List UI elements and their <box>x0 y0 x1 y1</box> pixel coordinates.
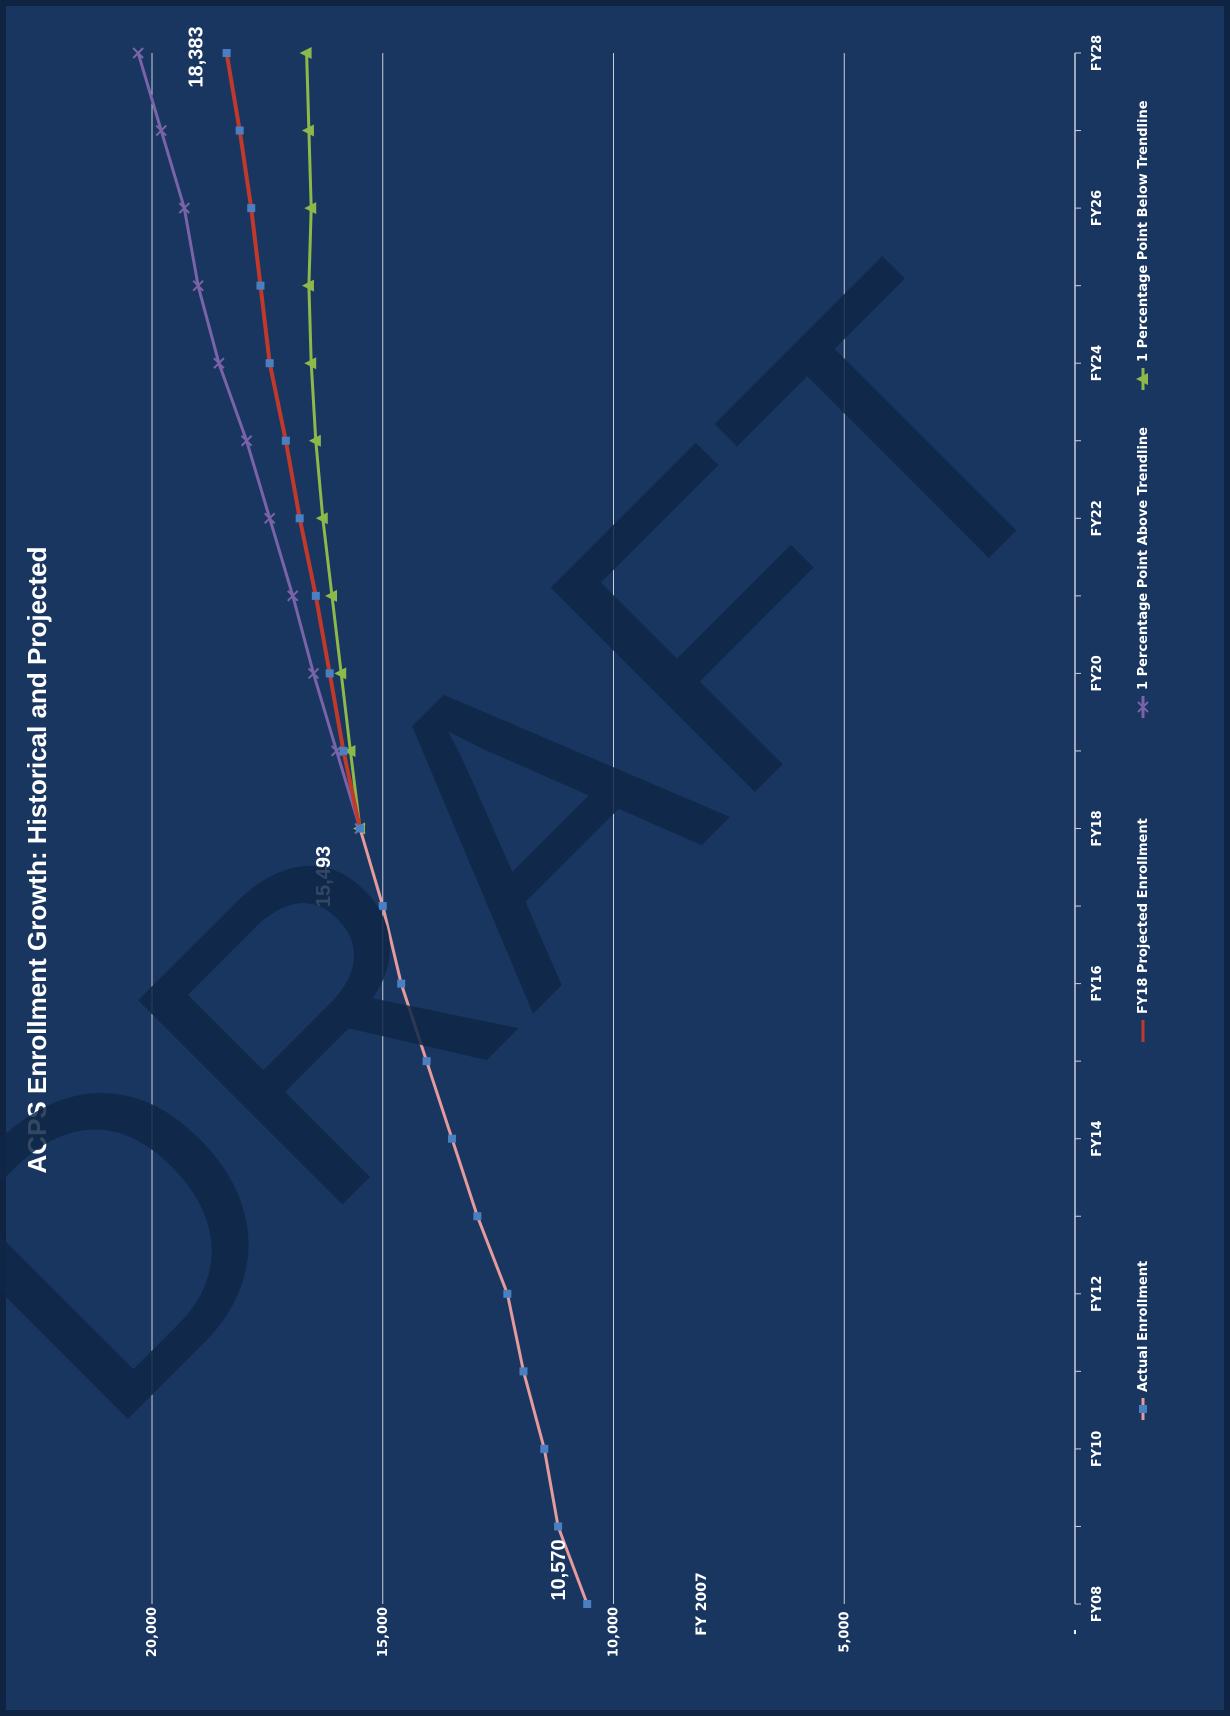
data-point <box>281 436 290 445</box>
legend-marker <box>1137 701 1149 713</box>
data-point <box>295 514 304 523</box>
data-point <box>422 1057 431 1066</box>
legend-item: Actual Enrollment <box>1136 1261 1151 1420</box>
data-point <box>447 1134 456 1143</box>
legend-label: 1 Percentage Point Above Trendline <box>1136 427 1151 690</box>
data-point <box>378 902 387 911</box>
data-label: FY 2007 <box>694 1572 710 1636</box>
data-point <box>334 667 347 680</box>
legend-item: FY18 Projected Enrollment <box>1136 818 1151 1042</box>
x-tick-label: FY16 <box>1090 965 1105 1001</box>
title-group: ACPS Enrollment Growth: Historical and P… <box>22 547 52 1174</box>
data-point <box>235 126 244 135</box>
data-point <box>554 1522 563 1531</box>
data-point <box>265 359 274 368</box>
x-tick-label: FY10 <box>1090 1431 1105 1467</box>
data-point <box>287 590 299 602</box>
axes: - 5,000 10,000 15,000 20,000 FY08 FY10 FY12 FY14… <box>145 35 1105 1657</box>
legend-label: Actual Enrollment <box>1136 1261 1151 1392</box>
x-tick-label: FY28 <box>1090 35 1105 71</box>
data-point <box>325 669 334 678</box>
chart-title: ACPS Enrollment Growth: Historical and P… <box>22 547 52 1174</box>
data-label: 18,383 <box>186 26 208 87</box>
data-point <box>247 204 256 213</box>
x-tick-label: FY22 <box>1090 500 1105 536</box>
data-point <box>178 202 191 214</box>
data-point <box>540 1444 549 1453</box>
data-point <box>155 124 167 137</box>
data-point <box>263 512 276 525</box>
series-3 <box>299 47 365 835</box>
data-point <box>311 591 320 600</box>
data-point <box>324 589 337 602</box>
legend: Actual Enrollment FY18 Projected Enrollme… <box>1136 100 1151 1420</box>
data-point <box>343 744 356 757</box>
x-tick-label: FY18 <box>1090 810 1105 846</box>
data-point <box>240 435 253 447</box>
data-point <box>397 979 406 988</box>
data-point <box>308 434 321 447</box>
data-label: 15,493 <box>313 846 335 907</box>
y-tick-label: - <box>1068 1629 1083 1634</box>
data-point <box>304 357 317 370</box>
data-label: 10,570 <box>548 1539 570 1600</box>
data-point <box>299 47 312 59</box>
x-tick-label: FY08 <box>1090 1586 1105 1622</box>
x-tick-label: FY24 <box>1090 345 1105 381</box>
data-point <box>583 1600 592 1608</box>
series-layer <box>132 47 592 1608</box>
legend-item: 1 Percentage Point Above Trendline <box>1136 427 1151 718</box>
series-1 <box>222 49 364 833</box>
y-tick-label: 20,000 <box>145 1607 160 1657</box>
legend-marker <box>1139 1405 1147 1413</box>
data-point <box>355 824 364 833</box>
data-point <box>301 124 314 137</box>
series-0 <box>355 824 592 1608</box>
data-point <box>304 202 317 215</box>
x-tick-label: FY12 <box>1090 1276 1105 1312</box>
data-point <box>132 47 144 59</box>
data-point <box>256 281 265 290</box>
data-point <box>222 49 231 57</box>
y-tick-label: 15,000 <box>376 1607 391 1657</box>
legend-item: 1 Percentage Point Below Trendline <box>1136 100 1151 390</box>
annotations: 10,570 15,493 18,383 FY 2007 <box>186 26 710 1635</box>
data-point <box>339 746 348 755</box>
y-tick-label: 10,000 <box>607 1607 622 1657</box>
legend-label: 1 Percentage Point Below Trendline <box>1136 100 1151 362</box>
data-point <box>301 279 314 292</box>
x-tick-label: FY14 <box>1090 1121 1105 1157</box>
data-point <box>315 512 328 525</box>
legend-label: FY18 Projected Enrollment <box>1136 818 1151 1014</box>
gridlines <box>151 53 845 1604</box>
chart-background <box>6 6 1224 1710</box>
data-point <box>213 357 225 369</box>
data-point <box>473 1212 482 1221</box>
x-tick-label: FY26 <box>1090 190 1105 226</box>
y-tick-label: 5,000 <box>837 1611 852 1652</box>
x-tick-label: FY20 <box>1090 655 1105 691</box>
data-point <box>192 279 204 292</box>
data-point <box>503 1289 512 1298</box>
data-point <box>307 667 320 680</box>
data-point <box>519 1367 528 1376</box>
legend-marker <box>1136 373 1148 385</box>
